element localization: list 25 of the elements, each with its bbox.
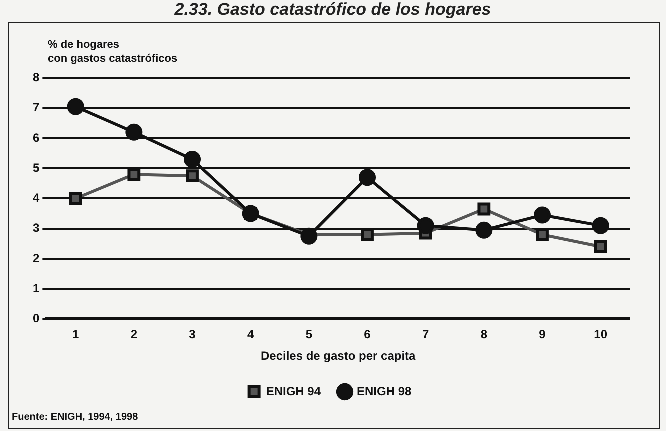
x-tick-label: 2 [130, 328, 138, 342]
y-axis-title: % de hogares con gastos catastróficos [48, 38, 178, 66]
y-tick-label: 3 [32, 221, 40, 236]
y-tick-label: 4 [32, 191, 40, 206]
x-axis-title: Deciles de gasto per capita [260, 349, 416, 364]
y-tick-label: 8 [32, 70, 40, 85]
y-tick-label: 0 [32, 312, 40, 326]
x-tick-label: 4 [247, 328, 254, 342]
x-tick-label: 8 [480, 328, 488, 342]
legend-label: ENIGH 98 [357, 384, 412, 398]
y-tick-label: 7 [32, 100, 40, 115]
source-note: Fuente: ENIGH, 1994, 1998 [12, 412, 138, 423]
x-tick-label: 1 [72, 328, 80, 342]
x-tick-label: 7 [422, 328, 430, 342]
x-tick-label: 6 [364, 328, 372, 342]
y-tick-label: 5 [32, 160, 40, 175]
chart-title: 2.33. Gasto catastrófico de los hogares [174, 0, 492, 20]
legend-label: ENIGH 94 [266, 384, 322, 398]
x-tick-label: 5 [306, 328, 313, 342]
y-tick-label: 2 [32, 251, 40, 266]
x-tick-label: 10 [594, 328, 608, 342]
y-tick-label: 1 [32, 281, 40, 296]
y-tick-label: 6 [32, 130, 40, 145]
x-tick-label: 9 [539, 328, 546, 342]
x-tick-label: 3 [189, 328, 196, 342]
